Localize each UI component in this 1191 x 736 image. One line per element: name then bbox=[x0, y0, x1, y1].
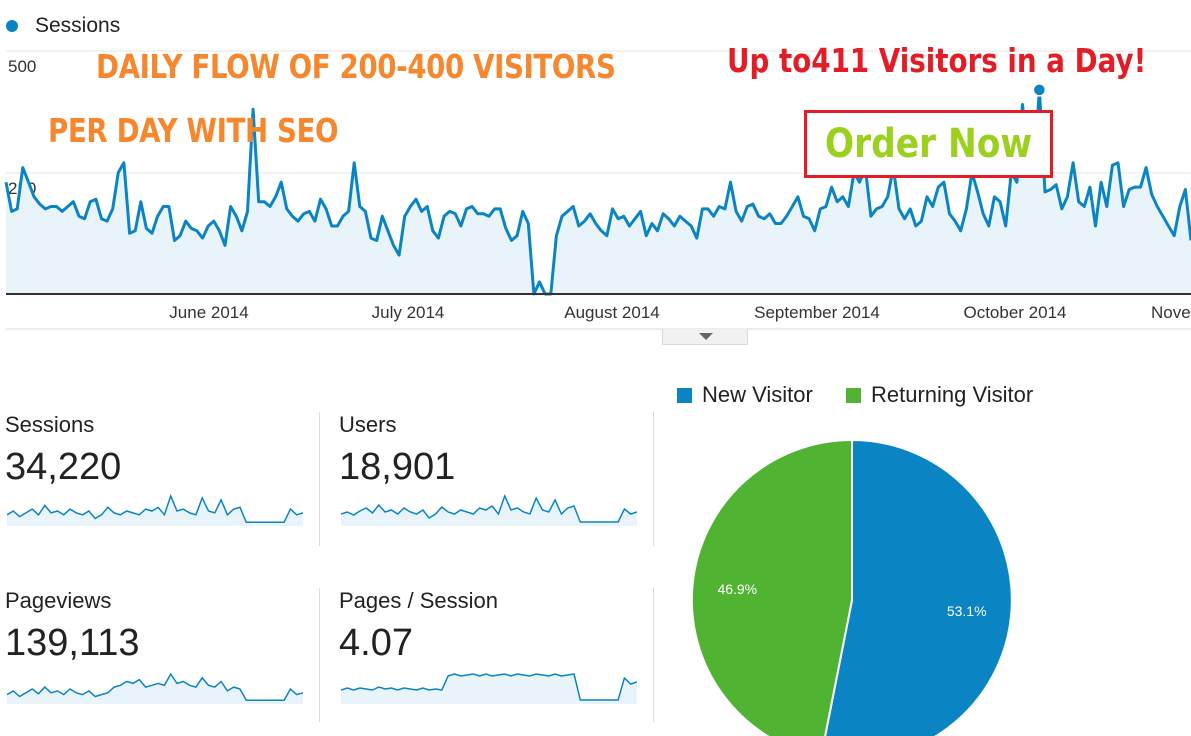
metric-label: Sessions bbox=[5, 412, 95, 437]
chart-legend[interactable]: Sessions bbox=[6, 13, 120, 39]
pages-per-session-sparkline bbox=[341, 673, 637, 704]
order-now-button[interactable]: Order Now bbox=[804, 110, 1053, 178]
metric-value: 18,901 bbox=[339, 446, 456, 488]
new-visitor-label: New Visitor bbox=[702, 382, 813, 407]
sessions-sparkline bbox=[7, 493, 303, 526]
x-tick-label: September 2014 bbox=[754, 303, 880, 322]
metric-divider bbox=[319, 588, 320, 722]
metric-divider bbox=[653, 412, 654, 546]
metric-value: 139,113 bbox=[5, 622, 140, 664]
sparkline-line bbox=[7, 493, 303, 524]
sparkline-area bbox=[341, 496, 637, 526]
peak-point[interactable] bbox=[1032, 83, 1047, 97]
metric-label: Pages / Session bbox=[339, 588, 498, 613]
sparkline-line bbox=[7, 672, 303, 702]
metric-value: 4.07 bbox=[339, 622, 413, 664]
order-now-label: Order Now bbox=[824, 121, 1033, 167]
sparkline-area bbox=[7, 496, 303, 526]
metric-pageviews: Pageviews 139,113 bbox=[5, 588, 140, 665]
x-tick-label: August 2014 bbox=[564, 303, 659, 322]
x-tick-label: July 2014 bbox=[372, 303, 445, 322]
pie-label-returning-visitor: 46.9% bbox=[717, 581, 757, 597]
chevron-down-icon bbox=[699, 333, 713, 340]
pie-slice-new-visitor[interactable] bbox=[821, 438, 1013, 736]
sessions-legend-dot bbox=[6, 20, 18, 32]
metric-label: Pageviews bbox=[5, 588, 112, 613]
metric-sessions: Sessions 34,220 bbox=[5, 412, 121, 489]
x-tick-label: June 2014 bbox=[169, 303, 248, 322]
pageviews-sparkline bbox=[7, 672, 303, 704]
legend-returning-visitor[interactable]: Returning Visitor bbox=[846, 382, 1033, 408]
sparkline-area bbox=[7, 674, 303, 704]
promo-line-2: PER DAY WITH SEO bbox=[48, 111, 339, 150]
sessions-line bbox=[4, 88, 1191, 296]
y-tick-500: 500 bbox=[8, 57, 36, 76]
metric-value: 34,220 bbox=[5, 446, 122, 488]
collapse-toggle[interactable] bbox=[662, 329, 748, 345]
x-tick-label: October 2014 bbox=[963, 303, 1066, 322]
pie-slice-returning-visitor[interactable] bbox=[690, 438, 853, 736]
promo-headline: Up to411 Visitors in a Day! bbox=[727, 41, 1147, 80]
metric-divider bbox=[319, 412, 320, 546]
users-sparkline bbox=[341, 493, 637, 526]
legend-new-visitor[interactable]: New Visitor bbox=[677, 382, 813, 408]
x-tick-label: Nove bbox=[1151, 303, 1191, 322]
sparkline-line bbox=[341, 493, 637, 523]
metric-divider bbox=[653, 588, 654, 722]
promo-line-1: DAILY FLOW OF 200-400 VISITORS bbox=[96, 47, 616, 86]
sparkline-area bbox=[341, 674, 637, 704]
pie-label-new-visitor: 53.1% bbox=[947, 603, 987, 619]
returning-visitor-swatch bbox=[846, 387, 861, 403]
metric-label: Users bbox=[339, 412, 397, 437]
metric-pages-per-session: Pages / Session 4.07 bbox=[339, 588, 498, 665]
visitor-pie-chart: 53.1% 46.9% bbox=[690, 438, 1013, 736]
returning-visitor-label: Returning Visitor bbox=[871, 382, 1034, 407]
sessions-area bbox=[6, 89, 1191, 295]
sparkline-line bbox=[341, 673, 637, 701]
metric-users: Users 18,901 bbox=[339, 412, 455, 489]
new-visitor-swatch bbox=[677, 387, 692, 403]
sessions-legend-label: Sessions bbox=[35, 14, 121, 37]
